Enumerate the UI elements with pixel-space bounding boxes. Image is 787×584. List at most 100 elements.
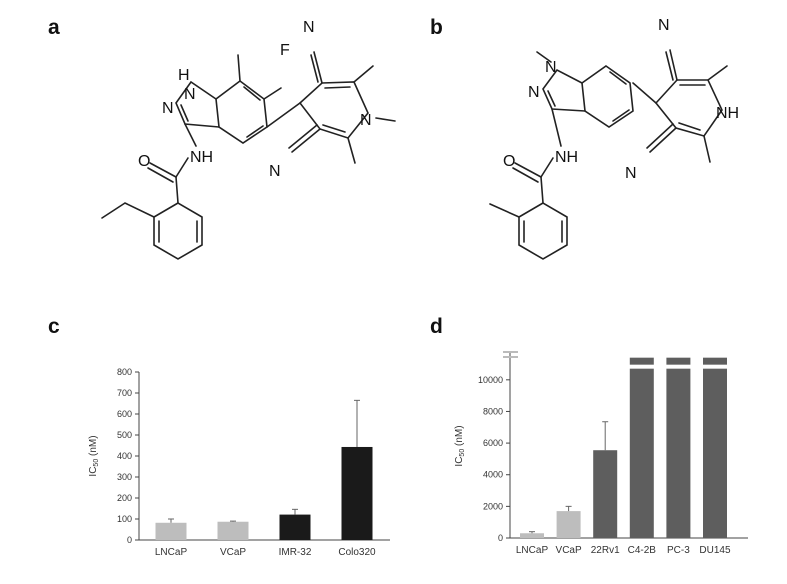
- bond: [581, 65, 634, 128]
- atom-label: N: [269, 163, 281, 180]
- bond: [514, 162, 542, 178]
- y-tick-label: 0: [498, 533, 503, 543]
- bond: [540, 176, 544, 204]
- atom-label: NH: [190, 149, 213, 166]
- y-tick-label: 200: [117, 493, 132, 503]
- y-tick-label: 6000: [483, 438, 503, 448]
- y-tick-label: 600: [117, 409, 132, 419]
- atom-label: N: [184, 86, 196, 103]
- y-tick-label: 2000: [483, 501, 503, 511]
- bond: [665, 51, 674, 81]
- chart-d: 0 2000 4000 6000 8000 10000 LNCaP VCaP 22Rv1 C4-…: [454, 351, 748, 556]
- y-tick-label: 400: [117, 451, 132, 461]
- bond: [654, 79, 723, 137]
- bar: [556, 511, 581, 538]
- molecule-a-structure: H N N NH O F N N N: [101, 19, 396, 260]
- atom-label: N: [303, 19, 315, 36]
- bond: [669, 49, 678, 81]
- bond: [632, 82, 657, 104]
- x-category-label: LNCaP: [516, 545, 549, 556]
- bar: [593, 450, 618, 538]
- panel-label-a: a: [48, 16, 60, 39]
- bond: [540, 157, 554, 178]
- bond: [263, 87, 282, 100]
- bond: [322, 124, 346, 133]
- panel-label-d: d: [430, 315, 443, 338]
- atom-label: N: [658, 17, 670, 34]
- bond: [512, 167, 539, 183]
- bar: [666, 357, 691, 538]
- bond: [215, 80, 268, 144]
- x-category-label: PC-3: [667, 545, 690, 556]
- y-tick-label: 100: [117, 514, 132, 524]
- bond: [678, 122, 701, 131]
- y-axis-label: IC50 (nM): [454, 425, 466, 466]
- bar-break-gap: [702, 364, 728, 369]
- bond: [375, 117, 396, 122]
- bar: [520, 533, 544, 538]
- bond: [547, 90, 556, 107]
- bond: [149, 162, 177, 178]
- x-category-label: C4-2B: [628, 545, 657, 556]
- y-tick-label: 300: [117, 472, 132, 482]
- bond: [536, 51, 552, 63]
- bond: [291, 128, 321, 153]
- bond: [101, 202, 155, 219]
- bond: [180, 104, 189, 122]
- bar: [629, 357, 654, 538]
- bond: [703, 135, 711, 163]
- bond: [175, 176, 179, 204]
- bond: [347, 137, 356, 164]
- atom-label: N: [545, 59, 557, 76]
- bond: [237, 54, 241, 82]
- atom-label: NH: [716, 105, 739, 122]
- bond: [353, 65, 374, 83]
- bond: [609, 71, 627, 85]
- y-tick-label: 700: [117, 388, 132, 398]
- bond: [489, 203, 520, 218]
- bar: [217, 521, 249, 540]
- atom-label: N: [528, 84, 540, 101]
- y-axis-label: IC50 (nM): [88, 435, 100, 476]
- bar: [155, 522, 187, 540]
- y-tick-label: 500: [117, 430, 132, 440]
- bond: [243, 86, 261, 101]
- bond: [288, 124, 318, 149]
- atom-label: N: [625, 165, 637, 182]
- bar-break-gap: [628, 364, 655, 369]
- panel-label-c: c: [48, 315, 60, 338]
- chart-c: 0 100 200 300 400 500 600 700 800 LNCaP VCaP IMR-3…: [88, 367, 390, 558]
- bond: [246, 125, 264, 138]
- atom-label: O: [503, 153, 515, 170]
- y-tick-label: 800: [117, 367, 132, 377]
- bar: [703, 357, 727, 538]
- bond: [184, 123, 197, 147]
- bond: [646, 123, 674, 149]
- y-tick-label: 10000: [478, 375, 503, 385]
- y-tick-label: 4000: [483, 470, 503, 480]
- bond: [147, 167, 174, 183]
- bar-break-gap: [665, 364, 692, 369]
- bar: [341, 446, 373, 540]
- bond: [649, 127, 677, 153]
- x-category-label: VCaP: [556, 545, 582, 556]
- bond: [542, 68, 586, 112]
- y-tick-label: 8000: [483, 406, 503, 416]
- bond: [612, 109, 630, 122]
- x-category-label: 22Rv1: [591, 545, 620, 556]
- atom-label: N: [162, 100, 174, 117]
- bond: [707, 65, 728, 81]
- x-category-label: IMR-32: [279, 547, 312, 558]
- bond: [175, 157, 189, 178]
- y-tick-label: 0: [127, 535, 132, 545]
- molecule-b-structure: N N NH O NH N N: [489, 17, 739, 260]
- x-category-label: VCaP: [220, 547, 246, 558]
- x-category-label: DU145: [699, 545, 731, 556]
- bond: [310, 54, 319, 83]
- bond: [518, 202, 568, 260]
- bond: [153, 202, 203, 260]
- atom-label: NH: [555, 149, 578, 166]
- atom-label: O: [138, 153, 150, 170]
- panel-label-b: b: [430, 16, 443, 39]
